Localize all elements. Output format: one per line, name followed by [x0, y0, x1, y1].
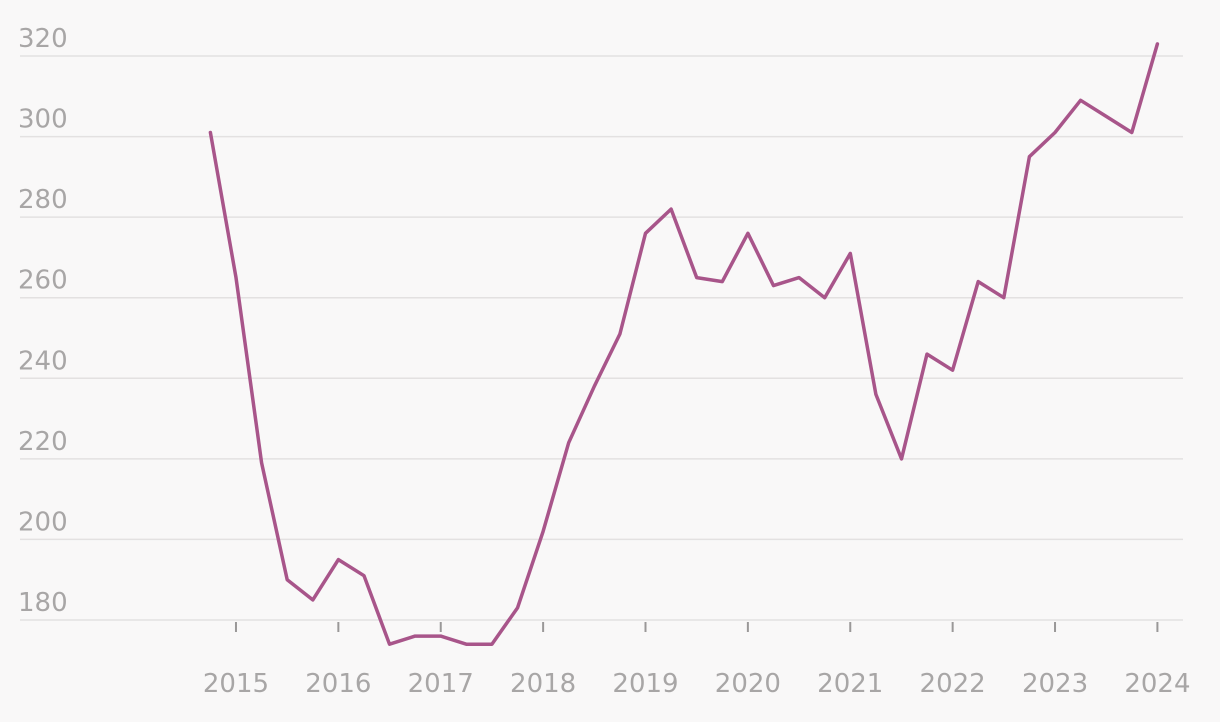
y-tick-label: 220 [18, 427, 68, 457]
x-tick-label: 2018 [510, 669, 576, 699]
series-layer [208, 42, 1160, 646]
x-tick-label: 2017 [408, 669, 474, 699]
y-tick-label: 180 [18, 588, 68, 618]
x-tick-label: 2015 [203, 669, 269, 699]
x-tick-label: 2024 [1124, 669, 1190, 699]
x-axis: 2015 2016 2017 2018 2019 2020 2021 2022 2023 2024 [203, 622, 1190, 699]
grid-layer [20, 55, 1183, 621]
series-line [208, 42, 1160, 646]
x-tick-label: 2021 [817, 669, 883, 699]
y-tick-label: 260 [18, 266, 68, 296]
x-tick-label: 2019 [612, 669, 678, 699]
x-tick-label: 2016 [305, 669, 371, 699]
y-tick-label: 280 [18, 185, 68, 215]
x-tick-label: 2023 [1022, 669, 1088, 699]
x-tick-label: 2020 [715, 669, 781, 699]
y-tick-label: 320 [18, 24, 68, 54]
y-tick-label: 300 [18, 105, 68, 135]
y-tick-label: 240 [18, 346, 68, 376]
y-tick-label: 200 [18, 507, 68, 537]
x-tick-label: 2022 [920, 669, 986, 699]
y-axis: 180 200 220 240 260 280 300 320 [18, 24, 68, 618]
